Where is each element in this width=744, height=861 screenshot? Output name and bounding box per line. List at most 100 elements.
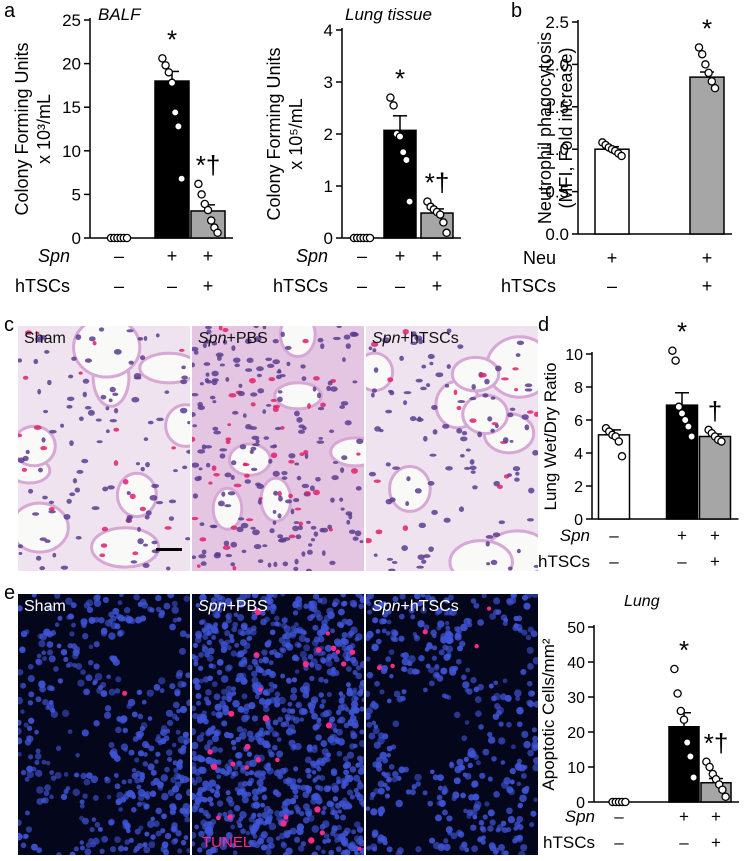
nucleus xyxy=(469,465,477,471)
nucleus xyxy=(379,751,388,760)
nucleus xyxy=(192,412,196,417)
nucleus xyxy=(185,788,190,797)
nucleus xyxy=(66,404,73,409)
nucleus xyxy=(352,669,358,676)
nucleus xyxy=(137,789,146,797)
nucleus xyxy=(366,721,373,728)
nucleus xyxy=(328,527,333,532)
nucleus xyxy=(344,420,352,426)
nucleus xyxy=(470,824,477,831)
nucleus xyxy=(299,650,307,658)
nucleus xyxy=(329,386,338,392)
nucleus xyxy=(348,529,356,535)
nucleus xyxy=(144,831,150,837)
nucleus xyxy=(317,337,324,343)
nucleus xyxy=(222,624,228,630)
nucleus xyxy=(151,540,158,545)
nucleus xyxy=(358,740,364,748)
nucleus xyxy=(227,809,233,815)
nucleus xyxy=(268,660,274,666)
data-point xyxy=(617,452,627,461)
nucleus xyxy=(174,688,181,695)
tunel-positive-cell xyxy=(207,749,213,755)
nucleus xyxy=(250,446,257,451)
nucleus xyxy=(418,522,427,529)
nucleus xyxy=(27,674,35,683)
data-point xyxy=(705,762,714,772)
nucleus xyxy=(183,595,190,602)
nucleus xyxy=(330,666,336,672)
alveolar-space xyxy=(259,476,293,523)
nucleus xyxy=(35,555,42,561)
nucleus xyxy=(240,660,248,668)
nucleus xyxy=(79,845,85,851)
condition-sign: + xyxy=(432,276,443,296)
nucleus xyxy=(340,594,347,598)
nucleus xyxy=(184,737,190,744)
nucleus xyxy=(395,850,403,855)
nucleus xyxy=(303,449,309,455)
nucleus xyxy=(50,775,57,781)
nucleus xyxy=(34,759,40,765)
y-tick-label: 25 xyxy=(62,11,81,30)
nucleus xyxy=(358,603,364,610)
nucleus xyxy=(215,597,220,602)
tunel-positive-cell xyxy=(390,663,395,669)
nucleus xyxy=(217,500,225,507)
nucleus xyxy=(494,703,501,710)
nucleus xyxy=(291,729,297,734)
nucleus xyxy=(343,769,350,776)
nucleus xyxy=(292,716,300,724)
nucleus xyxy=(304,453,309,460)
y-tick-label: 2.0 xyxy=(545,55,569,74)
nucleus xyxy=(258,698,266,705)
nucleus xyxy=(205,462,211,468)
nucleus xyxy=(297,845,305,852)
nucleus xyxy=(258,658,264,664)
nucleus xyxy=(164,832,172,840)
he-tissue-texture xyxy=(366,326,538,571)
nucleus xyxy=(269,528,275,534)
tunel-positive-cell xyxy=(216,815,221,821)
nucleus xyxy=(82,633,89,640)
he-tissue-texture xyxy=(18,326,190,571)
nucleus xyxy=(134,828,141,835)
nucleus xyxy=(126,329,134,333)
nucleus xyxy=(296,642,302,648)
alveolar-space xyxy=(227,442,272,477)
nucleus xyxy=(197,401,203,408)
tunel-positive-cell xyxy=(325,631,331,636)
nucleus xyxy=(192,462,200,468)
nucleus xyxy=(131,807,137,813)
nucleus xyxy=(218,326,223,331)
tunel-positive-cell xyxy=(422,629,428,635)
nucleus xyxy=(215,352,224,358)
nucleus xyxy=(359,679,364,687)
nucleus xyxy=(166,749,173,756)
nucleus xyxy=(289,797,297,805)
nucleus xyxy=(276,370,282,374)
nucleus xyxy=(366,656,371,662)
nucleus xyxy=(406,476,411,482)
nucleus xyxy=(340,601,347,607)
nucleus xyxy=(150,816,156,822)
nucleus xyxy=(136,784,142,790)
nucleus xyxy=(307,403,311,409)
condition-row-label: Spn xyxy=(296,246,328,266)
nucleus xyxy=(166,719,174,727)
nucleus xyxy=(521,787,529,794)
nucleus xyxy=(123,606,131,614)
nucleus xyxy=(343,800,350,807)
nucleus xyxy=(526,518,534,522)
nucleus xyxy=(209,846,217,854)
data-point xyxy=(617,151,626,161)
nucleus xyxy=(346,666,352,672)
nucleus xyxy=(262,656,270,664)
nucleus xyxy=(281,707,287,713)
nucleus xyxy=(401,545,409,551)
nucleus xyxy=(203,362,211,366)
nucleus xyxy=(380,667,388,675)
condition-sign: + xyxy=(711,807,721,826)
nucleus xyxy=(126,491,131,496)
nucleus xyxy=(421,559,427,564)
